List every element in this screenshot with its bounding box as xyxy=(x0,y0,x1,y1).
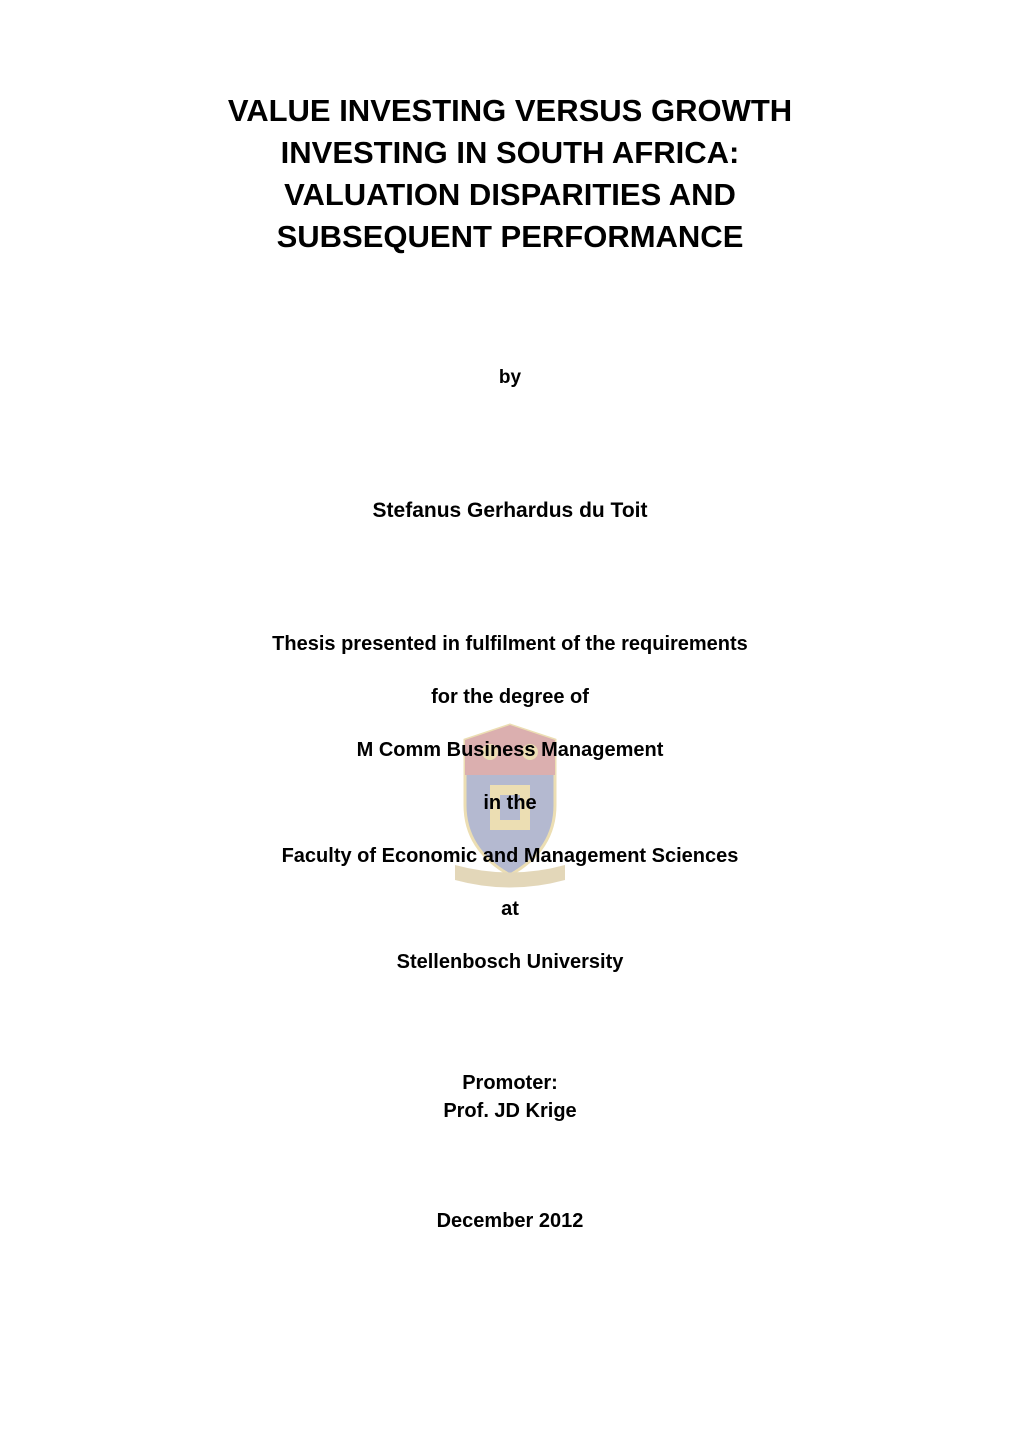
promoter-label: Promoter: xyxy=(100,1069,920,1097)
title-line-1: VALUE INVESTING VERSUS GROWTH xyxy=(100,90,920,132)
publication-date: December 2012 xyxy=(100,1210,920,1233)
title-line-4: SUBSEQUENT PERFORMANCE xyxy=(100,216,920,258)
by-label: by xyxy=(100,367,920,389)
title-line-3: VALUATION DISPARITIES AND xyxy=(100,174,920,216)
thesis-line-2: for the degree of xyxy=(100,686,920,709)
promoter-name: Prof. JD Krige xyxy=(100,1097,920,1125)
thesis-line-7: Stellenbosch University xyxy=(100,951,920,974)
title-line-2: INVESTING IN SOUTH AFRICA: xyxy=(100,132,920,174)
thesis-description: Thesis presented in fulfilment of the re… xyxy=(100,633,920,974)
author-name: Stefanus Gerhardus du Toit xyxy=(100,499,920,523)
thesis-line-3: M Comm Business Management xyxy=(100,739,920,762)
thesis-title: VALUE INVESTING VERSUS GROWTH INVESTING … xyxy=(100,90,920,257)
thesis-line-4: in the xyxy=(100,792,920,815)
promoter-block: Promoter: Prof. JD Krige xyxy=(100,1069,920,1125)
thesis-line-5: Faculty of Economic and Management Scien… xyxy=(100,845,920,868)
thesis-line-6: at xyxy=(100,898,920,921)
thesis-line-1: Thesis presented in fulfilment of the re… xyxy=(100,633,920,656)
